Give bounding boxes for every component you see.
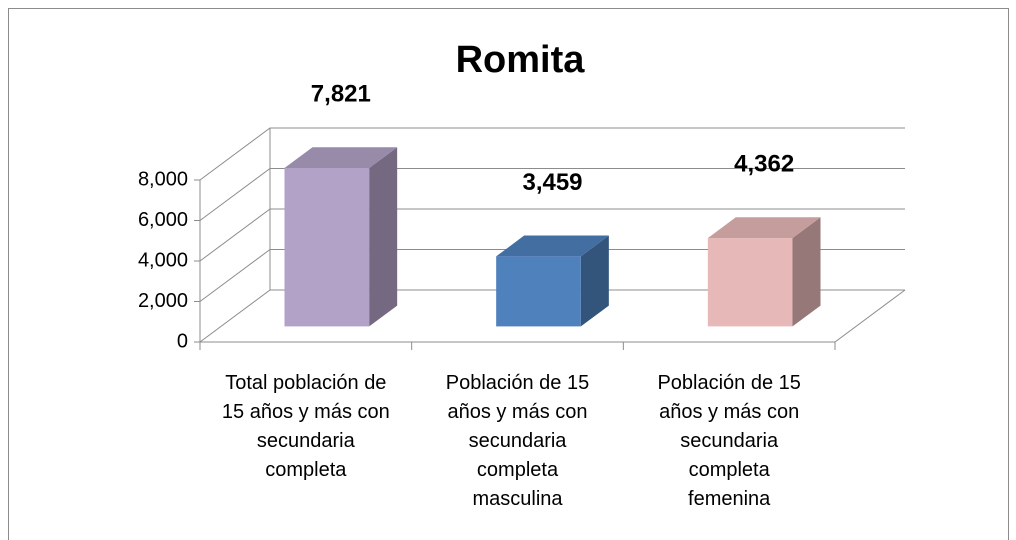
grid-line [199, 208, 905, 262]
bar [707, 238, 793, 327]
y-tick-label: 6,000 [138, 209, 188, 231]
bar-top [707, 217, 821, 239]
bar-side [369, 147, 398, 327]
grid-line [199, 289, 905, 343]
x-tick-label: Total población de 15 años y más con secun… [222, 372, 390, 481]
y-tick-label: 2,000 [138, 290, 188, 312]
y-tick-label: 0 [177, 330, 188, 352]
y-tick-label: 8,000 [138, 168, 188, 190]
bar-side [580, 235, 609, 327]
x-tick-label: Población de 15 años y más con secundaria c… [446, 372, 589, 510]
chart-title: Romita [456, 39, 586, 81]
data-label: 7,821 [311, 81, 371, 108]
bar [496, 256, 581, 327]
data-label: 4,362 [734, 151, 794, 178]
data-label: 3,459 [522, 169, 582, 196]
y-tick-label: 4,000 [138, 249, 188, 271]
grid-line [199, 168, 905, 221]
grid-line [199, 249, 905, 302]
bar [284, 168, 370, 327]
bar-side [792, 217, 821, 327]
bar-top [496, 235, 609, 257]
bar-top [284, 147, 398, 169]
x-tick-label: Población de 15 años y más con secundaria c… [657, 372, 800, 510]
grid-line [199, 127, 905, 181]
